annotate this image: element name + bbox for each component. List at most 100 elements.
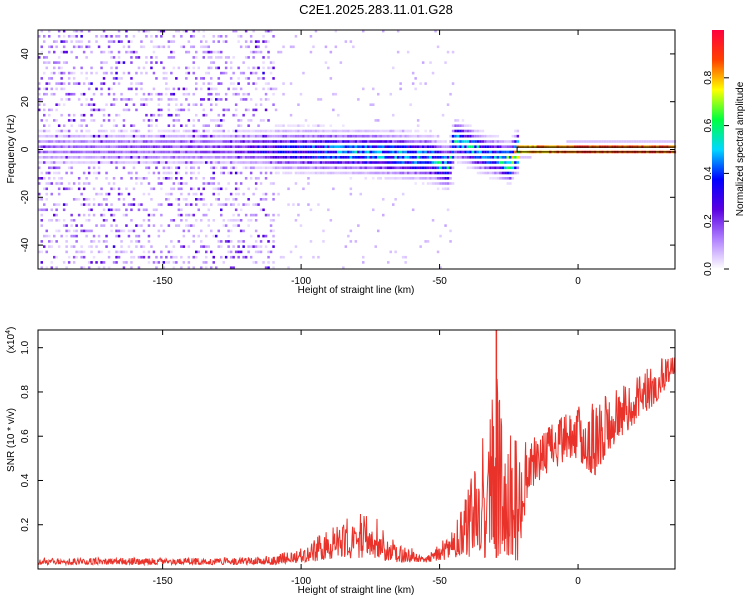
spectrogram-cell [160, 129, 163, 133]
spectrogram-cell [339, 171, 343, 175]
spectrogram-cell [62, 45, 66, 49]
spectrogram-cell [499, 156, 502, 159]
spectrogram-cell [394, 134, 397, 138]
spectrogram-cell [249, 40, 253, 43]
spectrogram-cell [197, 161, 200, 164]
spectrogram-cell [205, 150, 208, 154]
spectrogram-cell [446, 171, 450, 175]
spectrogram-cell [357, 150, 360, 154]
spectrogram-cell [57, 203, 61, 206]
spectrogram-cell [262, 145, 265, 148]
spectrogram-cell [38, 140, 41, 143]
spectrogram-cell [95, 150, 98, 154]
spectrogram-cell [165, 150, 168, 154]
spectrogram-cell [334, 92, 338, 96]
spectrogram-cell [419, 171, 422, 175]
spectrogram-cell [87, 208, 91, 212]
spectrogram-cell [302, 161, 305, 164]
spectrogram-cell [48, 124, 51, 127]
spectrogram-cell [269, 156, 273, 159]
spectrogram-cell [516, 129, 520, 133]
spectrogram-cell [130, 56, 133, 59]
spectrogram-cell [48, 29, 51, 33]
spectrogram-cell [392, 145, 395, 148]
spectrogram-cell [234, 250, 238, 254]
spectrogram-cell [90, 66, 93, 70]
spectrogram-cell [77, 124, 81, 127]
spectrogram-cell [152, 208, 156, 212]
spectrogram-cell [454, 145, 457, 148]
spectrogram-cell [87, 182, 91, 185]
spectrogram-cell [172, 119, 176, 122]
spectrogram-cell [90, 140, 93, 143]
spectrogram-cell [105, 134, 108, 138]
spectrogram-cell [496, 177, 500, 180]
spectrogram-cell [155, 92, 158, 96]
spectrogram-cell [252, 245, 255, 248]
spectrogram-cell [182, 156, 186, 159]
spectrogram-cell [180, 187, 183, 191]
spectrogram-cell [322, 166, 325, 170]
spectrogram-cell [53, 145, 56, 148]
spectrogram-cell [55, 156, 58, 159]
spectrogram-cell [237, 129, 240, 133]
spectrogram-cell [112, 140, 116, 143]
spectrogram-cell [327, 145, 330, 148]
spectrogram-cell [67, 229, 71, 233]
spectrogram-cell [357, 98, 360, 101]
spectrogram-cell [257, 234, 260, 238]
spectrogram-cell [95, 192, 98, 196]
spectrogram-cell [387, 145, 390, 148]
spectrogram-cell [112, 182, 116, 185]
spectrogram-cell [394, 161, 397, 164]
spectrogram-cell [130, 98, 133, 101]
spectrogram-cell [466, 161, 470, 164]
spectrogram-cell [347, 234, 350, 238]
spectrogram-cell [484, 166, 487, 170]
spectrogram-cell [150, 35, 153, 38]
spectrogram-cell [165, 198, 168, 201]
spectrogram-cell [342, 124, 345, 127]
spectrogram-cell [43, 87, 46, 91]
spectrogram-cell [284, 161, 288, 164]
spectrogram-cell [643, 140, 647, 143]
spectrogram-cell [167, 203, 171, 206]
spectrogram-cell [416, 145, 420, 148]
spectrogram-cell [384, 129, 387, 133]
spectrogram-cell [145, 161, 148, 164]
spectrogram-cell [217, 245, 220, 248]
spectrogram-cell [217, 77, 220, 80]
spectrogram-cell [197, 66, 200, 70]
spectrogram-cell [100, 82, 103, 85]
spectrogram-cell [192, 145, 195, 148]
spectrogram-cell [289, 140, 293, 143]
spectrogram-cell [322, 171, 325, 175]
spectrogram-cell [436, 177, 440, 180]
spectrogram-cell [264, 245, 268, 248]
spectrogram-cell [105, 177, 108, 180]
spectrogram-cell [297, 129, 300, 133]
spectrogram-cell [406, 50, 410, 54]
spectrogram-cell [65, 203, 68, 206]
spectrogram-cell [377, 134, 380, 138]
spectrogram-cell [110, 229, 113, 233]
spectrogram-cell [48, 182, 51, 185]
spectrogram-cell [264, 134, 268, 138]
spectrogram-cell [197, 234, 200, 238]
spectrogram-cell [195, 87, 198, 91]
spectrogram-cell [334, 166, 338, 170]
spectrogram-cell [215, 187, 218, 191]
spectrogram-cell [182, 129, 186, 133]
spectrogram-cell [80, 245, 83, 248]
spectrogram-cell [234, 166, 238, 170]
spectrogram-cell [387, 134, 390, 138]
spectrogram-cell [210, 66, 213, 70]
spectrogram-cell [122, 71, 126, 75]
spectrogram-cell [53, 166, 56, 170]
spectrogram-cell [110, 66, 113, 70]
spectrogram-cell [192, 166, 195, 170]
spectrogram-cell [459, 156, 462, 159]
spectrogram-cell [309, 161, 313, 164]
spectrogram-cell [155, 61, 158, 64]
spectrogram-cell [252, 161, 255, 164]
